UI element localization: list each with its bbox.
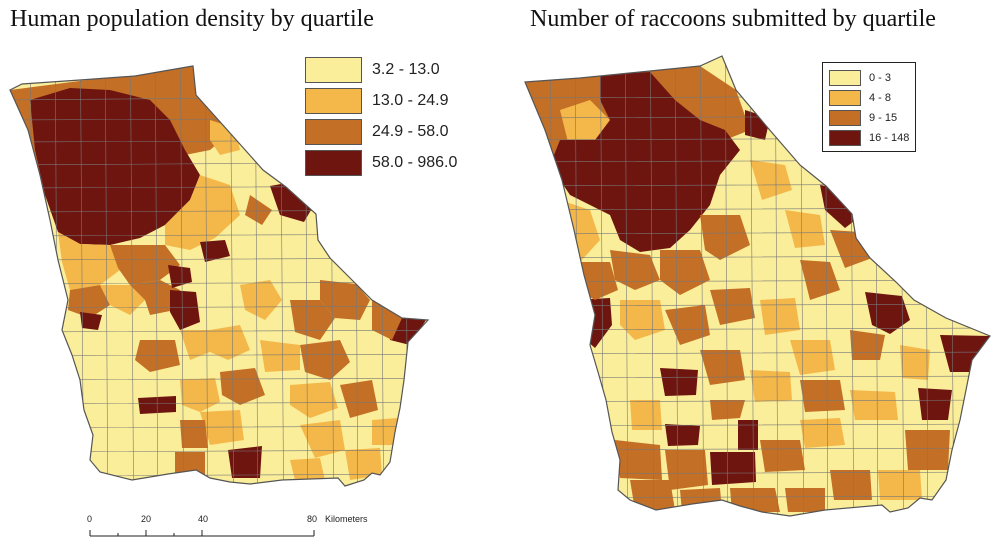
- scale-tick-label: 0: [87, 514, 93, 524]
- raccoon-submissions-panel: Number of raccoons submitted by quartile…: [500, 0, 1000, 552]
- legend-swatch: [305, 149, 362, 176]
- legend-swatch: [829, 130, 861, 146]
- legend-swatch: [829, 110, 861, 126]
- scale-unit-label: Kilometers: [325, 514, 368, 524]
- legend-swatch: [829, 90, 861, 106]
- legend-label: 58.0 - 986.0: [372, 153, 458, 171]
- legend-label: 3.2 - 13.0: [372, 60, 440, 78]
- legend-item: 16 - 148: [829, 128, 909, 148]
- legend-swatch: [305, 56, 362, 83]
- legend-label: 16 - 148: [869, 132, 910, 144]
- legend-item: 58.0 - 986.0: [305, 147, 457, 178]
- raccoon-submissions-legend: 0 - 3 4 - 8 9 - 15 16 - 148: [822, 62, 917, 152]
- population-density-legend: 3.2 - 13.0 13.0 - 24.9 24.9 - 58.0 58.0 …: [305, 54, 457, 178]
- legend-item: 3.2 - 13.0: [305, 54, 457, 85]
- legend-label: 4 - 8: [869, 92, 892, 104]
- legend-item: 0 - 3: [829, 68, 909, 88]
- raccoon-submissions-title: Number of raccoons submitted by quartile: [530, 6, 936, 32]
- scale-tick-label: 20: [141, 514, 152, 524]
- legend-label: 24.9 - 58.0: [372, 122, 449, 140]
- legend-swatch: [829, 70, 861, 86]
- legend-item: 13.0 - 24.9: [305, 85, 457, 116]
- legend-label: 9 - 15: [869, 112, 898, 124]
- population-density-title: Human population density by quartile: [10, 6, 374, 32]
- legend-item: 24.9 - 58.0: [305, 116, 457, 147]
- legend-swatch: [305, 118, 362, 145]
- county-polygons-right: [525, 56, 990, 516]
- scale-tick-label: 80: [307, 514, 318, 524]
- scale-tick-label: 40: [198, 514, 209, 524]
- legend-item: 9 - 15: [829, 108, 909, 128]
- legend-swatch: [305, 87, 362, 114]
- scale-bar-line: [89, 530, 315, 537]
- legend-item: 4 - 8: [829, 88, 909, 108]
- scale-bar: 0 20 40 80 Kilometers: [78, 514, 368, 550]
- population-density-panel: Human population density by quartile 3.2…: [9, 6, 457, 550]
- raccoon-submissions-map: [524, 55, 991, 517]
- legend-label: 0 - 3: [869, 72, 892, 84]
- legend-label: 13.0 - 24.9: [372, 91, 449, 109]
